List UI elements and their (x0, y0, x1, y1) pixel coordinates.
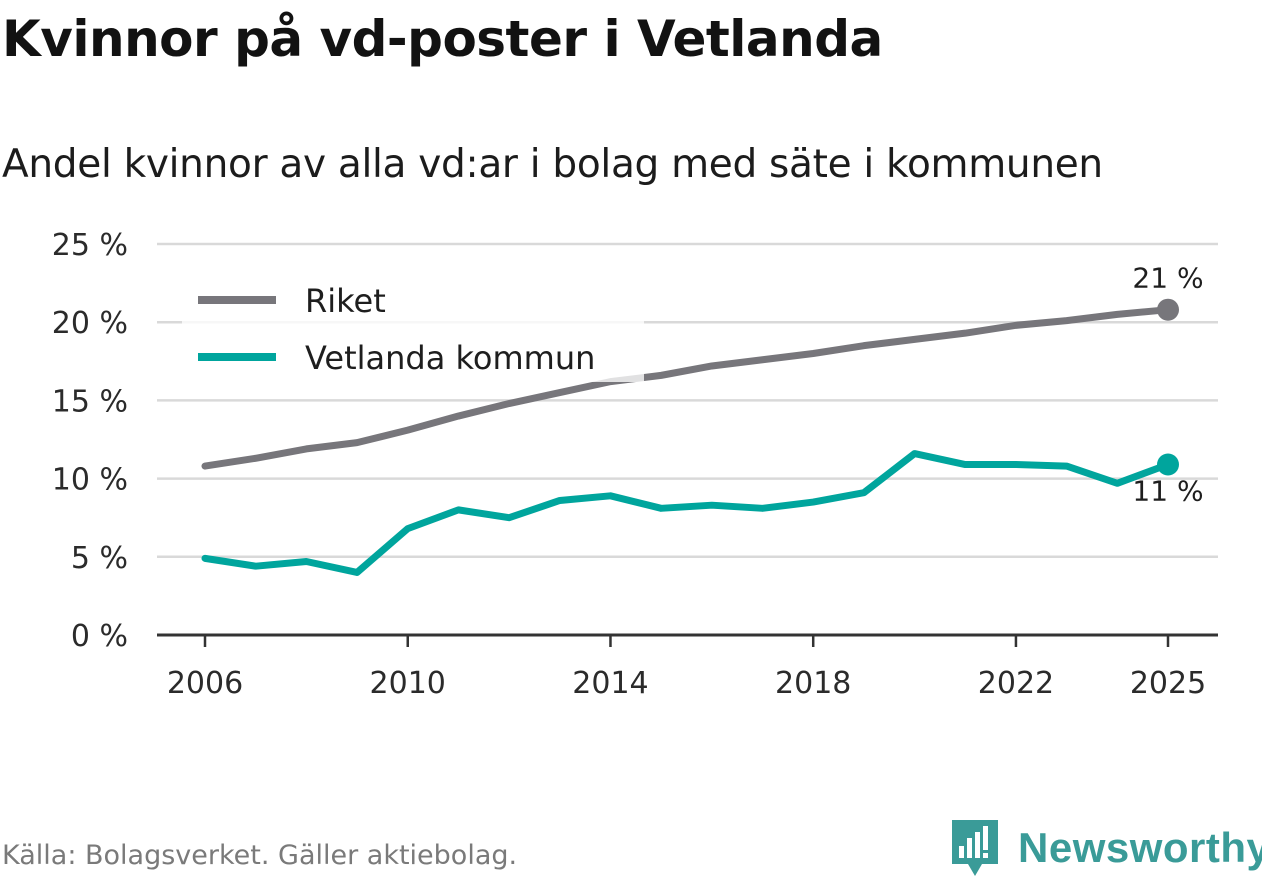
brand-name: Newsworthy (1018, 824, 1262, 871)
chart-title: Kvinnor på vd-poster i Vetlanda (2, 10, 883, 68)
x-tick-label: 2006 (167, 666, 243, 701)
brand-logo: Newsworthy (950, 818, 1262, 878)
series-line-1 (201, 450, 1172, 576)
y-tick-label: 15 % (52, 384, 128, 419)
newsworthy-logo-icon (952, 820, 998, 876)
legend-label: Vetlanda kommun (305, 339, 595, 377)
end-label: 21 % (1132, 262, 1203, 295)
end-marker (1157, 298, 1179, 321)
series-lines (201, 298, 1179, 576)
x-tick-label: 2025 (1130, 666, 1206, 701)
end-label: 11 % (1132, 475, 1203, 508)
end-marker (1157, 453, 1179, 476)
y-tick-label: 10 % (52, 463, 128, 498)
y-axis-ticks: 0 % 5 % 10 % 15 % 20 % 25 % (52, 228, 128, 654)
y-tick-label: 25 % (52, 228, 128, 263)
series-line-0 (201, 306, 1172, 470)
y-tick-label: 20 % (52, 306, 128, 341)
y-tick-label: 0 % (71, 619, 128, 654)
legend-label: Riket (305, 282, 386, 320)
x-tick-label: 2018 (775, 666, 851, 701)
x-tick-label: 2010 (370, 666, 446, 701)
y-tick-label: 5 % (71, 541, 128, 576)
chart-subtitle: Andel kvinnor av alla vd:ar i bolag med … (2, 142, 1103, 187)
legend: Riket Vetlanda kommun (182, 270, 644, 382)
x-axis: 2006 2010 2014 2018 2022 2025 (157, 633, 1218, 701)
source-note: Källa: Bolagsverket. Gäller aktiebolag. (2, 840, 518, 871)
end-labels: 21 % 11 % (1132, 262, 1203, 508)
x-tick-label: 2014 (572, 666, 648, 701)
legend-background (182, 270, 644, 382)
x-tick-label: 2022 (978, 666, 1054, 701)
